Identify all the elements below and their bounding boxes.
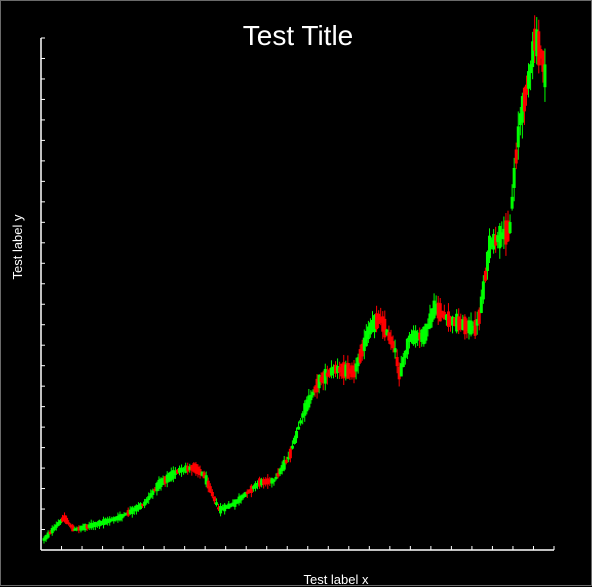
candle-up	[517, 126, 520, 147]
candle-up	[272, 479, 275, 482]
candle-up	[543, 64, 546, 87]
candle-up	[511, 197, 514, 209]
candle-up	[513, 168, 516, 188]
candle-up	[291, 446, 294, 449]
candle-up	[527, 71, 530, 89]
candle-down	[515, 149, 518, 163]
candle-down	[537, 31, 540, 65]
candle-up	[151, 490, 154, 495]
x-axis-label: Test label x	[303, 572, 369, 587]
candles	[43, 15, 547, 543]
candle-down	[213, 496, 216, 501]
candle-down	[392, 341, 395, 348]
candle-up	[293, 438, 296, 444]
candle-down	[211, 492, 214, 496]
candle-down	[396, 357, 399, 366]
candle-up	[215, 502, 218, 505]
candle-up	[509, 222, 512, 233]
chart-title: Test Title	[243, 20, 353, 51]
candle-down	[209, 486, 212, 492]
candle-up	[274, 477, 277, 479]
candle-up	[297, 427, 300, 430]
candle-up	[402, 357, 405, 367]
candle-up	[394, 348, 397, 352]
y-axis-label: Test label y	[10, 214, 25, 280]
candle-down	[484, 271, 487, 281]
axis-ticks	[41, 38, 554, 550]
candle-up	[309, 395, 312, 400]
candle-down	[289, 449, 292, 458]
candle-up	[295, 431, 298, 438]
candle-down	[67, 522, 70, 524]
candle-up	[299, 420, 302, 423]
candle-up	[482, 281, 485, 299]
candle-down	[285, 460, 288, 463]
